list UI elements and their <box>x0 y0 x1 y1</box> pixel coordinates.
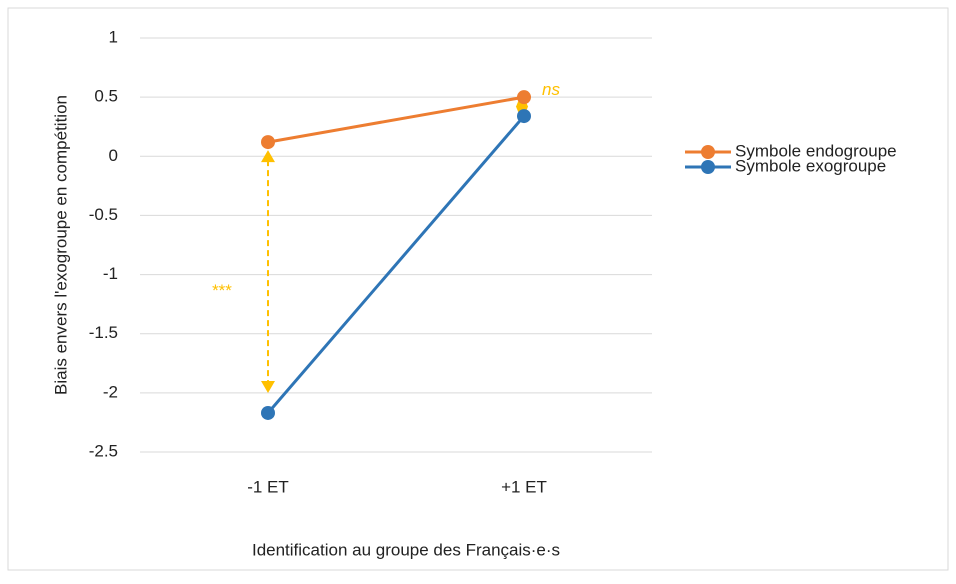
y-tick-label: 0.5 <box>94 87 118 106</box>
annotation: *** <box>212 281 232 300</box>
y-tick-label: -2 <box>103 382 118 401</box>
arrow-head <box>261 380 275 393</box>
x-tick-label: -1 ET <box>247 477 289 496</box>
y-tick-label: -1 <box>103 264 118 283</box>
y-axis-label: Biais envers l'exogroupe en compétition <box>51 95 70 395</box>
arrow-head <box>261 150 275 163</box>
point <box>517 90 531 105</box>
point <box>261 135 275 150</box>
series-line <box>266 115 526 414</box>
x-axis-label: Identification au groupe des Français·e·… <box>252 540 560 559</box>
chart-border <box>7 7 949 571</box>
y-tick-label: 0 <box>109 146 118 165</box>
legend-label: Symbole exogroupe <box>735 156 886 175</box>
y-tick-label: 1 <box>109 27 118 46</box>
series-line <box>267 95 525 144</box>
y-tick-label: -0.5 <box>89 205 118 224</box>
legend-marker <box>701 145 715 159</box>
annotation: ns <box>542 80 560 99</box>
legend-label: Symbole endogroupe <box>735 141 897 160</box>
y-tick-label: -2.5 <box>89 441 118 460</box>
x-tick-label: +1 ET <box>501 477 547 496</box>
legend-marker <box>701 160 715 174</box>
point <box>261 405 275 420</box>
point <box>517 109 531 124</box>
y-tick-label: -1.5 <box>89 323 118 342</box>
